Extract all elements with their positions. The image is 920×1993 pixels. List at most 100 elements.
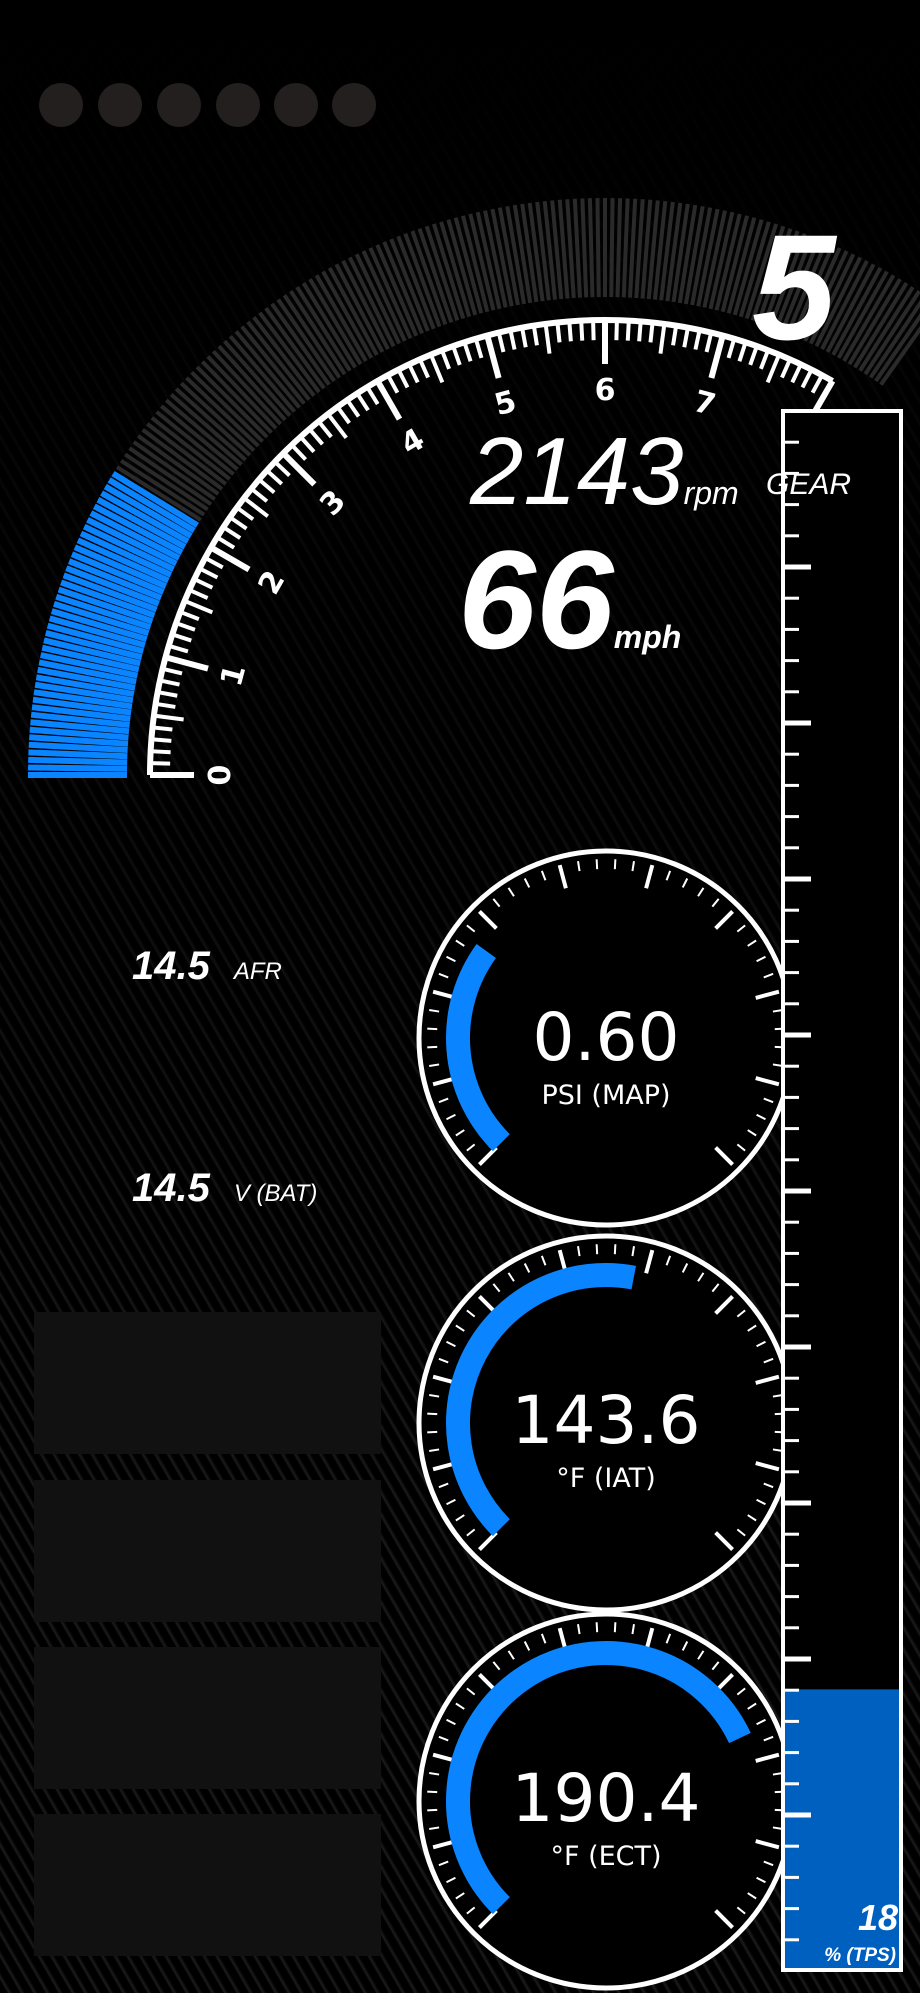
tach-scale-label: 1 xyxy=(214,661,253,690)
gauge-major-tick xyxy=(714,1531,734,1551)
tach-band-segment xyxy=(858,285,915,372)
tach-band-segment xyxy=(646,200,660,300)
gauge-minor-tick xyxy=(492,1661,501,1671)
tach-band-segment xyxy=(786,241,828,335)
battery-value: 14.5 xyxy=(132,1166,210,1210)
tach-band-segment xyxy=(714,213,742,311)
gauge-major-tick xyxy=(755,1839,780,1850)
gauge-minor-tick xyxy=(631,861,635,872)
empty-panel xyxy=(34,1814,381,1956)
tach-band-segment xyxy=(446,219,478,316)
gauge-minor-tick xyxy=(747,1514,757,1522)
tach-major-tick xyxy=(209,544,251,573)
tach-minor-tick xyxy=(418,358,430,379)
gauge-minor-tick xyxy=(438,972,449,979)
tach-band-segment xyxy=(190,370,265,443)
tach-minor-tick xyxy=(790,363,803,384)
empty-panel xyxy=(34,1312,381,1454)
tach-band-segment xyxy=(55,593,152,631)
rpm-value: 2143 xyxy=(470,418,684,525)
tach-band-segment xyxy=(276,298,336,383)
tach-band-segment xyxy=(96,497,187,550)
tach-band-segment xyxy=(146,422,227,486)
tach-scale-label: 3 xyxy=(313,483,353,523)
tach-band-segment xyxy=(640,199,653,299)
tach-band-segment xyxy=(70,551,165,595)
gauge-minor-tick xyxy=(438,1860,449,1867)
gauge-minor-tick xyxy=(613,1622,617,1633)
tach-band-segment xyxy=(702,210,727,308)
tach-band-segment xyxy=(33,689,133,710)
gauge-minor-tick xyxy=(763,1097,774,1104)
ect-gauge-label: °F (ECT) xyxy=(550,1841,662,1872)
gauge-minor-tick xyxy=(540,870,547,881)
tach-minor-tick xyxy=(543,323,552,354)
tach-band-segment xyxy=(155,410,235,476)
tach-band-segment xyxy=(732,219,764,316)
gauge-minor-tick xyxy=(697,1272,705,1282)
tach-band-segment xyxy=(431,223,466,320)
tach-band-segment xyxy=(282,294,342,379)
tach-band-segment xyxy=(252,316,316,397)
gauge-minor-tick xyxy=(429,1009,440,1013)
tach-band-segment xyxy=(628,198,638,298)
gauge-minor-tick xyxy=(681,878,689,888)
tach-minor-tick xyxy=(462,341,473,362)
gear-value: 5 xyxy=(752,203,836,371)
tach-band-segment xyxy=(439,221,472,318)
tach-minor-tick xyxy=(153,713,184,722)
tach-band-segment xyxy=(696,208,720,307)
tach-minor-tick xyxy=(183,599,214,615)
battery-stat: 14.5 V (BAT) xyxy=(132,1166,317,1211)
tach-band-segment xyxy=(791,244,835,337)
tach-band-segment xyxy=(424,225,460,322)
tach-scale-label: 2 xyxy=(252,565,293,601)
tach-band-segment xyxy=(803,250,849,342)
gauge-minor-tick xyxy=(466,1528,476,1537)
tach-band-segment xyxy=(621,198,630,298)
tach-minor-tick xyxy=(242,496,270,518)
tach-band-segment xyxy=(375,244,419,337)
tach-band-segment xyxy=(82,523,175,572)
tach-band-segment xyxy=(652,200,668,300)
tach-band-segment xyxy=(756,227,793,324)
gauge-minor-tick xyxy=(455,1514,465,1522)
gauge-value-arc xyxy=(446,1641,751,1915)
gauge-minor-tick xyxy=(455,1702,465,1710)
gauge-minor-tick xyxy=(711,1661,720,1671)
tach-band-segment xyxy=(46,622,145,655)
gauge-minor-tick xyxy=(613,1244,617,1255)
tach-band-segment xyxy=(836,270,889,359)
tach-band-segment xyxy=(334,263,385,353)
gauge-minor-tick xyxy=(455,1892,465,1900)
afr-value: 14.5 xyxy=(132,944,210,988)
gauge-minor-tick xyxy=(429,1826,440,1830)
afr-unit: AFR xyxy=(233,958,282,985)
gauge-minor-tick xyxy=(736,1687,746,1696)
tach-band-segment xyxy=(634,199,645,299)
tach-band-segment xyxy=(234,330,301,409)
gauge-minor-tick xyxy=(438,1735,449,1742)
tach-band-segment xyxy=(160,404,239,471)
tach-minor-tick xyxy=(168,643,189,654)
tach-minor-tick xyxy=(693,329,702,350)
tach-band-segment xyxy=(62,572,158,613)
gauge-minor-tick xyxy=(455,939,465,947)
tach-minor-tick xyxy=(175,621,196,632)
rpm-readout: 2143rpm xyxy=(470,424,739,520)
battery-unit: V (BAT) xyxy=(233,1180,318,1207)
tach-band-segment xyxy=(341,259,390,351)
tach-band-segment xyxy=(289,289,347,376)
gauge-minor-tick xyxy=(455,1324,465,1332)
tach-band-segment xyxy=(868,299,920,379)
gauge-major-tick xyxy=(557,864,568,889)
tach-band-segment xyxy=(348,256,396,348)
tach-band-segment xyxy=(246,320,311,401)
gauge-minor-tick xyxy=(736,1143,746,1152)
tach-minor-tick xyxy=(290,443,308,461)
tach-band-segment xyxy=(314,274,368,363)
status-dot xyxy=(39,83,83,127)
tach-band-segment xyxy=(863,289,920,376)
tach-band-segment xyxy=(820,259,869,351)
tach-minor-tick xyxy=(159,678,180,687)
